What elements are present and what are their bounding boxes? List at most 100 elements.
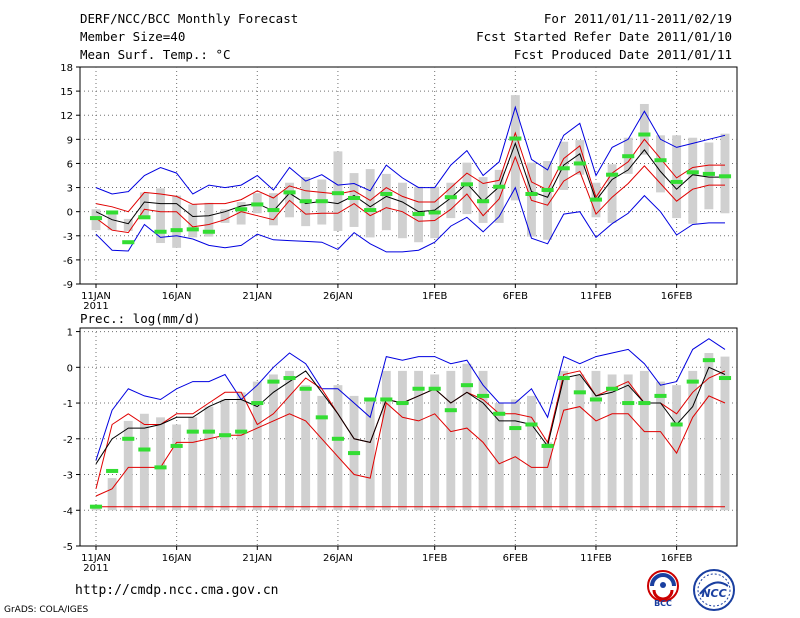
temp-ensemble-mean-marker — [235, 207, 248, 212]
temp-ensemble-mean-marker — [573, 161, 586, 166]
prec-ensemble-box — [510, 399, 520, 511]
temp-ensemble-mean-marker — [670, 179, 683, 184]
temp-ensemble-mean-marker — [686, 170, 699, 175]
source-url[interactable]: http://cmdp.ncc.cma.gov.cn — [75, 583, 279, 598]
prec-ensemble-box — [527, 395, 536, 511]
prec-ensemble-mean-marker — [557, 376, 570, 381]
prec-ensemble-mean-marker — [606, 386, 619, 391]
forecast-title: DERF/NCC/BCC Monthly Forecast — [80, 11, 299, 26]
prec-ensemble-mean-marker — [251, 401, 264, 406]
prec-ytick-label: -3 — [63, 471, 73, 482]
precip-panel-title: Prec.: log(mm/d) — [80, 311, 200, 326]
prec-ensemble-mean-marker — [670, 422, 683, 427]
temp-ensemble-mean-marker — [493, 184, 506, 189]
prec-ensemble-mean-marker — [283, 376, 296, 381]
prec-ensemble-mean-marker — [428, 386, 441, 391]
prec-ensemble-mean-marker — [380, 397, 393, 402]
temp-ensemble-box — [639, 103, 649, 155]
prec-ensemble-mean-marker — [509, 426, 522, 431]
temp-ensemble-box — [123, 218, 133, 231]
prec-ensemble-box — [139, 413, 149, 511]
prec-ensemble-mean-marker — [348, 451, 361, 456]
prec-ensemble-mean-marker — [364, 397, 377, 402]
temp-ensemble-box — [462, 162, 472, 215]
prec-ensemble-box — [559, 370, 569, 511]
temp-ensemble-mean-marker — [525, 191, 538, 196]
temp-ensemble-box — [688, 137, 698, 224]
temp-ensemble-box — [656, 135, 665, 193]
temp-ensemble-mean-marker — [718, 174, 732, 179]
prec-ensemble-box — [204, 406, 214, 511]
prec-ensemble-mean-marker — [396, 401, 409, 406]
prec-ensemble-box — [172, 424, 182, 511]
temp-ytick-label: 18 — [60, 63, 73, 74]
temp-ytick-label: 12 — [60, 111, 73, 122]
temp-ensemble-mean-marker — [89, 216, 103, 221]
prec-ensemble-box — [123, 420, 133, 511]
temp-ensemble-mean-marker — [509, 136, 522, 141]
temp-xtick-label: 16FEB — [661, 291, 693, 302]
prec-ensemble-box — [591, 370, 601, 511]
temp-xtick-label: 26JAN — [323, 291, 353, 302]
temp-ensemble-mean-marker — [412, 212, 425, 217]
temp-ensemble-box — [236, 202, 246, 225]
temp-ensemble-box — [107, 213, 117, 231]
temp-lower-quartile-line — [95, 155, 725, 234]
temp-ensemble-box — [510, 95, 520, 201]
prec-ensemble-mean-marker — [622, 401, 635, 406]
variable-label: Mean Surf. Temp.: °C — [80, 47, 231, 62]
prec-ensemble-box — [365, 399, 375, 511]
prec-ensemble-mean-marker — [218, 433, 232, 438]
prec-ensemble-box — [317, 395, 327, 511]
temp-ensemble-mean-marker — [267, 208, 280, 213]
prec-ensemble-box — [285, 370, 294, 511]
prec-ensemble-mean-marker — [299, 386, 312, 391]
prec-ensemble-mean-marker — [331, 436, 344, 441]
temp-upper-quartile-line — [95, 131, 725, 213]
prec-frame — [79, 327, 738, 547]
temp-ensemble-mean-marker — [428, 210, 441, 215]
prec-median-line — [95, 366, 726, 465]
temp-ensemble-box — [381, 173, 391, 231]
temp-ensemble-mean-marker — [364, 208, 377, 213]
temp-frame — [79, 66, 738, 285]
prec-xtick-label: 1FEB — [422, 553, 447, 564]
temp-ensemble-mean-marker — [186, 227, 199, 232]
prec-ensemble-box — [656, 381, 665, 511]
prec-ensemble-box — [672, 385, 682, 511]
temp-ensemble-mean-marker — [380, 191, 393, 196]
prec-ensemble-box — [252, 381, 262, 511]
prec-ensemble-mean-marker — [477, 393, 490, 398]
temp-ensemble-mean-marker — [154, 229, 167, 234]
prec-ensemble-box — [236, 392, 246, 511]
temp-ytick-label: 15 — [60, 87, 73, 98]
prec-ensemble-box — [575, 374, 585, 511]
prec-ensemble-mean-marker — [186, 429, 199, 434]
temperature-panel: 11JAN 16JAN 21JAN 26JAN 1FEB 6FEB 11FEB 16FEB 20… — [60, 63, 738, 312]
temp-ytick-label: -3 — [63, 232, 73, 243]
prec-ensemble-mean-marker — [718, 376, 732, 381]
forecast-period: For 2011/01/11-2011/02/19 — [543, 11, 732, 26]
temp-ensemble-mean-marker — [444, 195, 457, 200]
prec-ensemble-box — [414, 370, 423, 511]
prec-xtick-label: 11FEB — [580, 553, 612, 564]
prec-ensemble-mean-marker — [202, 429, 215, 434]
temp-ensemble-box — [704, 142, 714, 210]
prec-ensemble-box — [188, 417, 198, 511]
temp-ensemble-mean-marker — [299, 199, 312, 204]
prec-ensemble-mean-marker — [138, 447, 151, 452]
prec-ensemble-box — [607, 374, 617, 511]
temp-ensemble-box — [672, 135, 682, 219]
ncc-logo-text: NCC — [701, 587, 726, 600]
temp-ensemble-box — [575, 140, 585, 175]
prec-ensemble-mean-marker — [493, 411, 506, 416]
prec-xtick-label: 16FEB — [661, 553, 693, 564]
temp-ensemble-mean-marker — [622, 154, 635, 159]
prec-ensemble-box — [398, 370, 407, 511]
temp-ensemble-mean-marker — [654, 158, 667, 163]
prec-ytick-label: -1 — [63, 399, 73, 410]
temp-ytick-label: -9 — [63, 280, 73, 291]
temp-ytick-label: -6 — [63, 256, 73, 267]
prec-ensemble-mean-marker — [525, 422, 538, 427]
